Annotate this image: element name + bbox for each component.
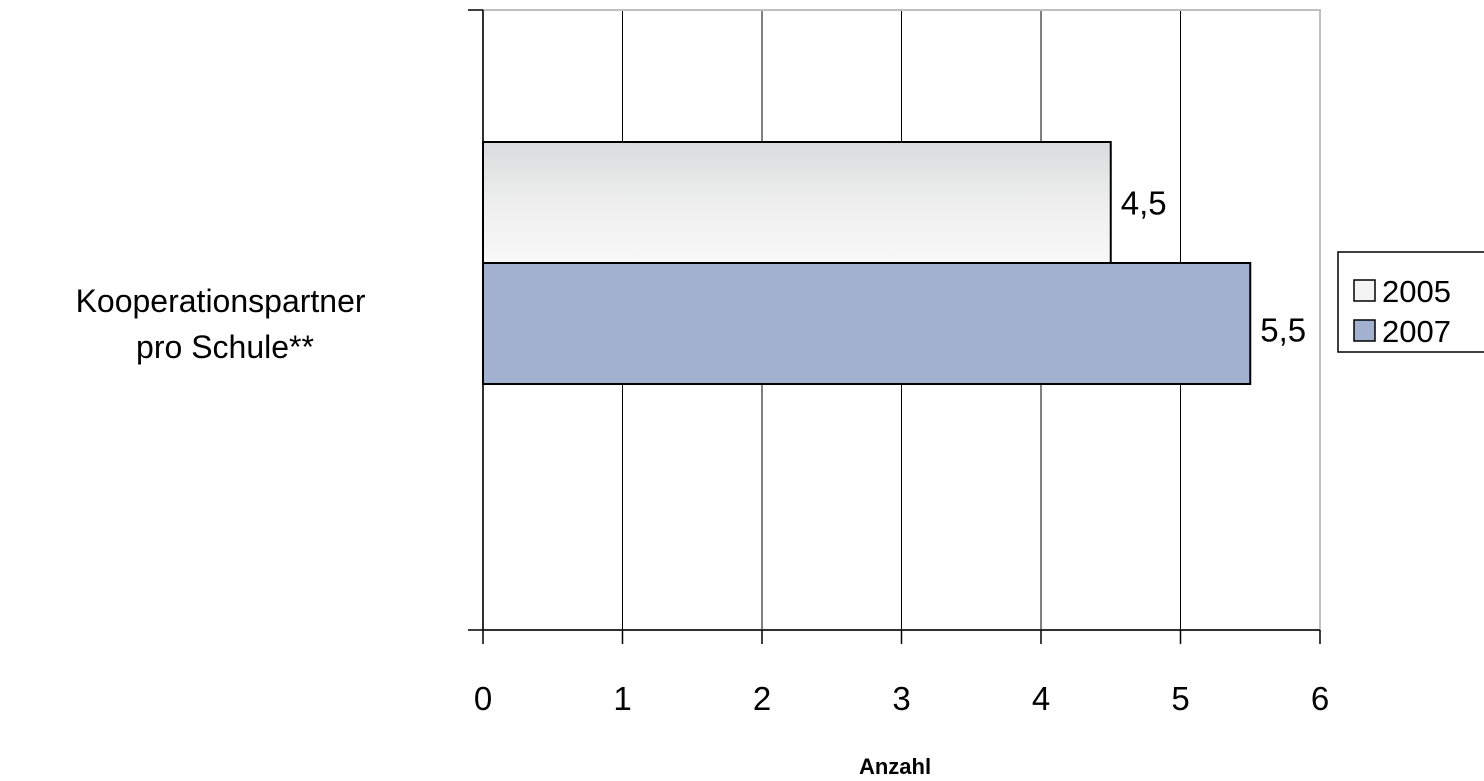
category-label: Kooperationspartner pro Schule** (76, 283, 375, 365)
x-tick-label: 4 (1032, 680, 1050, 717)
bar-2007 (482, 262, 1252, 385)
x-axis-ticks: 0 1 2 3 4 5 6 (474, 630, 1329, 717)
data-labels: 4,5 5,5 (1121, 185, 1306, 349)
legend-label-2005: 2005 (1382, 274, 1451, 309)
legend: 2005 2007 (1337, 251, 1484, 353)
data-label-2007: 5,5 (1260, 312, 1306, 349)
x-tick-label: 2 (753, 680, 771, 717)
x-tick-label: 6 (1311, 680, 1329, 717)
legend-label-2007: 2007 (1382, 314, 1451, 349)
category-label-line-2: pro Schule** (136, 329, 314, 365)
x-tick-label: 0 (474, 680, 492, 717)
legend-swatch-2007 (1353, 319, 1376, 342)
category-label-line-1: Kooperationspartner (76, 283, 366, 319)
x-axis-title: Anzahl (859, 754, 931, 779)
bar-2005 (482, 141, 1112, 264)
x-tick-label: 1 (613, 680, 631, 717)
data-label-2005: 4,5 (1121, 185, 1167, 222)
x-tick-label: 3 (892, 680, 910, 717)
x-tick-label: 5 (1171, 680, 1189, 717)
bars (482, 141, 1252, 385)
legend-swatch-2005 (1353, 279, 1376, 302)
